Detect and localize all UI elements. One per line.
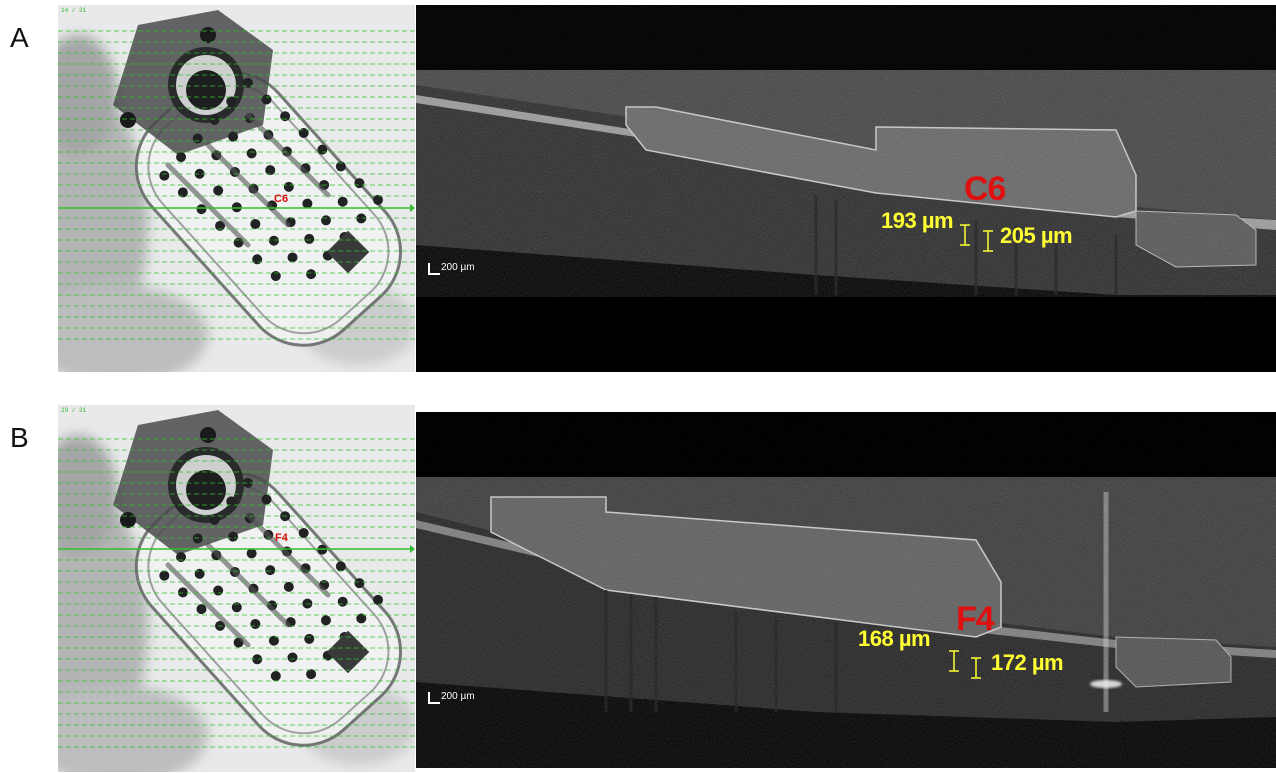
fundus-image-b: 29 / 31 F4: [58, 405, 415, 772]
fundus-graphic-a: [58, 5, 415, 372]
scan-counter-b: 29 / 31: [61, 407, 87, 414]
scale-bar-a: [428, 263, 440, 275]
oct-label-b: F4: [956, 600, 995, 638]
fundus-image-a: 14 / 31 C6: [58, 5, 415, 372]
oct-graphic-a: [416, 5, 1276, 372]
measurement-a-2: 205 µm: [1000, 223, 1073, 248]
oct-graphic-b: [416, 412, 1276, 768]
oct-label-a: C6: [964, 170, 1006, 208]
measurement-b-1: 168 µm: [858, 626, 931, 651]
fundus-marker-b: F4: [275, 532, 288, 544]
oct-image-b: 200 µm F4 168 µm 172 µm: [416, 412, 1276, 768]
fundus-graphic-b: [58, 405, 415, 772]
measurement-b-2: 172 µm: [991, 650, 1064, 675]
measurement-a-1: 193 µm: [881, 208, 954, 233]
scale-text-a: 200 µm: [441, 262, 475, 273]
scale-bar-b: [428, 692, 440, 704]
scale-text-b: 200 µm: [441, 691, 475, 702]
scan-counter-a: 14 / 31: [61, 7, 87, 14]
panel-letter-a: A: [10, 22, 29, 53]
panel-letter-b: B: [10, 422, 29, 453]
oct-image-a: 200 µm C6 193 µm 205 µm: [416, 5, 1276, 372]
fundus-marker-a: C6: [274, 193, 289, 205]
